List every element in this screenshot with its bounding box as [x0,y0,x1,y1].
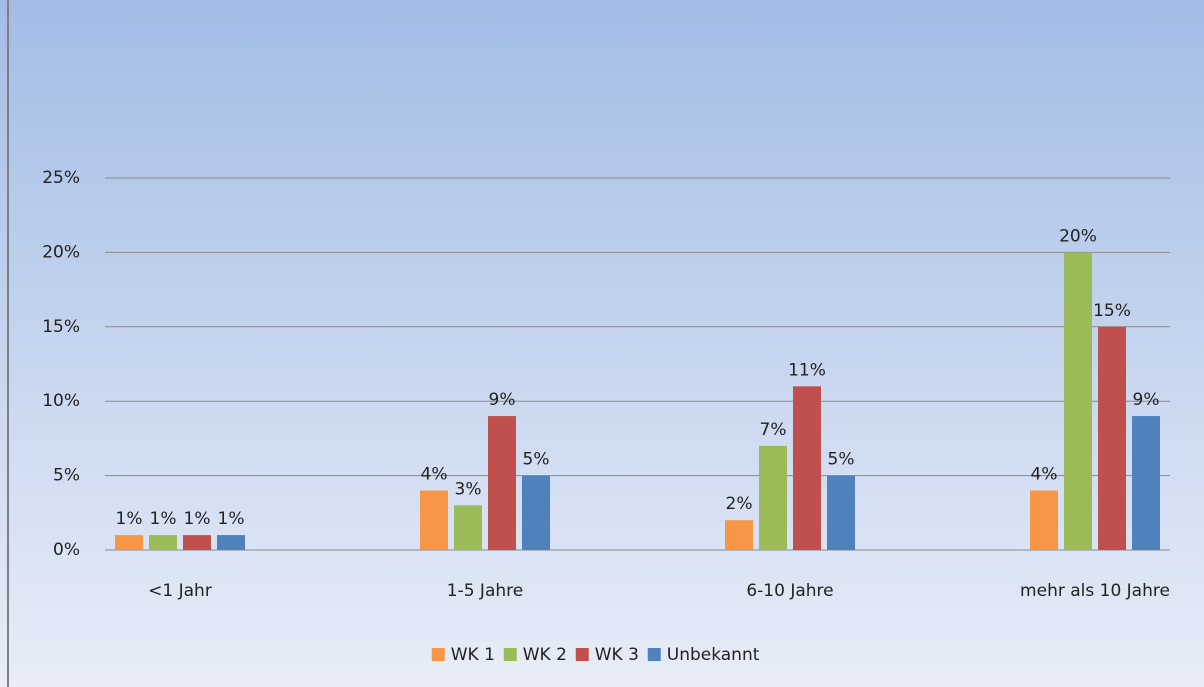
bar [1098,326,1126,550]
bar [149,535,177,550]
legend-swatch [431,648,445,661]
bar [454,505,482,550]
bar [1064,252,1092,550]
data-label: 1% [150,509,177,529]
bar [725,520,753,550]
x-tick-label: 1-5 Jahre [447,581,523,601]
data-label: 9% [489,390,516,410]
data-label: 3% [455,479,482,499]
data-label: 11% [788,360,826,380]
x-tick-label: <1 Jahr [148,581,212,601]
bar [1030,490,1058,550]
bar [183,535,211,550]
y-tick-label: 5% [53,466,80,486]
bar [522,475,550,550]
legend-label: Unbekannt [667,645,760,665]
bar [1132,416,1160,550]
data-label: 4% [421,464,448,484]
data-label: 5% [523,450,550,470]
bar [488,416,516,550]
y-tick-label: 25% [42,168,80,188]
data-label: 1% [218,509,245,529]
x-tick-label: 6-10 Jahre [746,581,833,601]
legend-swatch [647,648,661,661]
data-label: 15% [1093,301,1131,321]
legend-swatch [575,648,589,661]
y-tick-label: 15% [42,317,80,337]
bar [420,490,448,550]
data-label: 4% [1031,464,1058,484]
data-label: 9% [1133,390,1160,410]
data-label: 20% [1059,226,1097,246]
bar [827,475,855,550]
y-tick-label: 10% [42,391,80,411]
bar [759,445,787,550]
legend-label: WK 1 [451,645,495,665]
x-tick-label: mehr als 10 Jahre [1020,581,1170,601]
legend-label: WK 3 [595,645,639,665]
legend-swatch [503,648,517,661]
y-tick-label: 0% [53,540,80,560]
data-label: 7% [760,420,787,440]
legend-label: WK 2 [523,645,567,665]
data-label: 5% [828,450,855,470]
bar [115,535,143,550]
bar [217,535,245,550]
data-label: 1% [116,509,143,529]
data-label: 1% [184,509,211,529]
data-label: 2% [726,494,753,514]
bar [793,386,821,550]
y-tick-label: 20% [42,242,80,262]
